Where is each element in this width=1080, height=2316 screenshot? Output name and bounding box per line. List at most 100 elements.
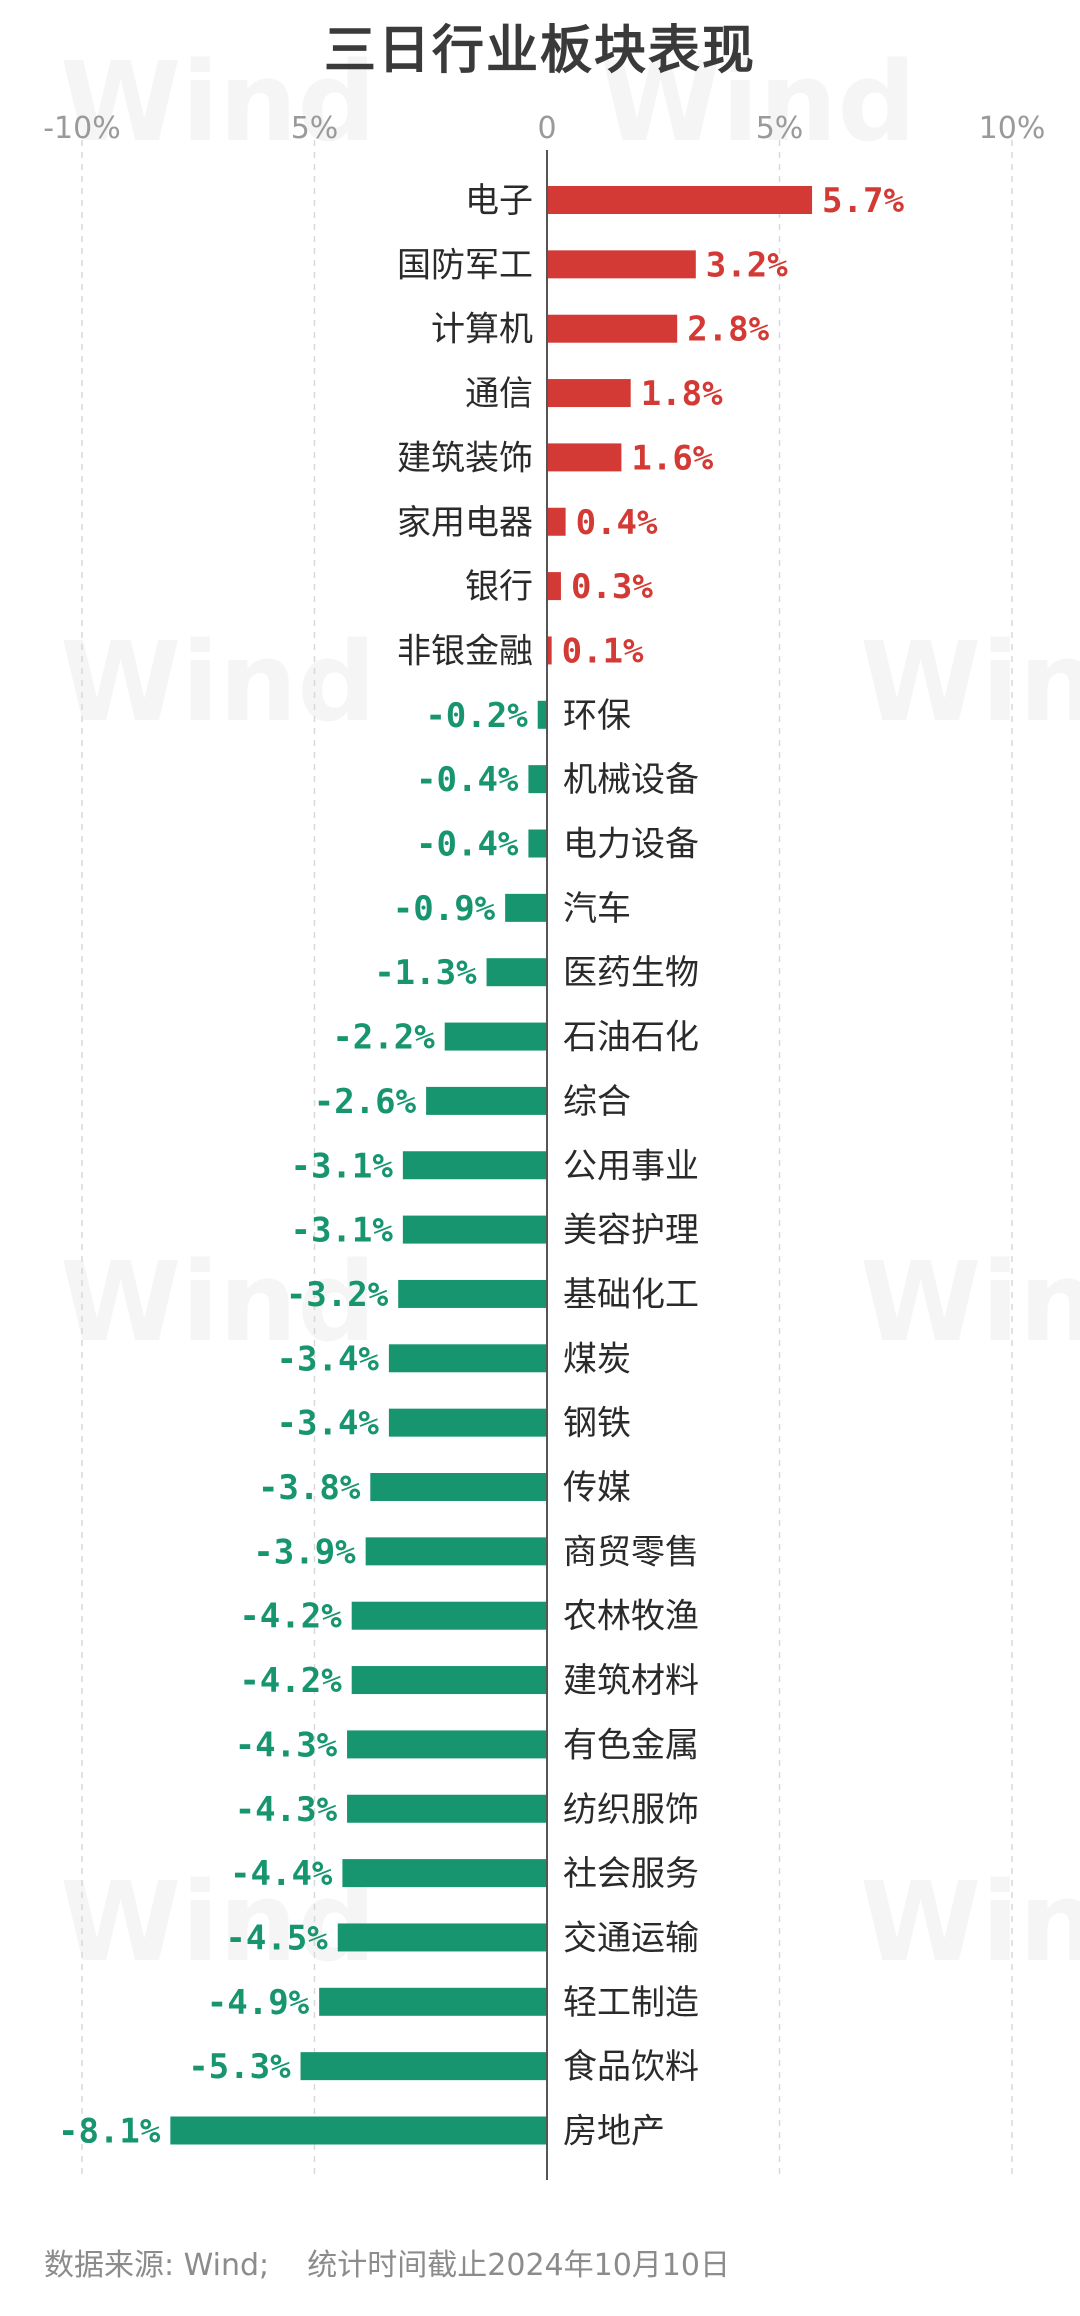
- bar: [547, 379, 631, 408]
- bar: [547, 443, 622, 472]
- bar: [402, 1215, 547, 1244]
- value-label: 0.4%: [576, 503, 658, 543]
- bar: [547, 507, 566, 536]
- x-tick-label: 5%: [291, 111, 339, 146]
- value-label: -4.5%: [225, 1918, 328, 1958]
- category-label: 银行: [465, 567, 533, 607]
- value-label: -3.8%: [258, 1468, 361, 1508]
- watermark-text: Wind: [60, 618, 376, 746]
- value-label: -3.2%: [286, 1275, 389, 1315]
- category-label: 轻工制造: [563, 1983, 699, 2023]
- value-label: 0.1%: [562, 631, 644, 671]
- x-tick-label: 0: [537, 111, 556, 146]
- bar: [402, 1151, 547, 1180]
- value-label: -2.2%: [332, 1018, 435, 1058]
- bar: [547, 636, 552, 665]
- watermark-text: Wind: [860, 1238, 1080, 1366]
- chart-title: 三日行业板块表现: [323, 21, 756, 81]
- category-label: 机械设备: [563, 760, 699, 800]
- category-label: 钢铁: [563, 1404, 631, 1444]
- bar: [528, 829, 547, 858]
- bar: [444, 1022, 547, 1051]
- grid-lines: [81, 140, 1013, 2180]
- value-label: -4.2%: [239, 1661, 342, 1701]
- category-label: 汽车: [563, 889, 631, 929]
- bar: [547, 186, 813, 214]
- category-label: 商贸零售: [563, 1532, 699, 1572]
- bar: [342, 1859, 547, 1888]
- value-label: -3.1%: [290, 1211, 393, 1251]
- category-label: 社会服务: [563, 1854, 699, 1894]
- category-label: 有色金属: [563, 1725, 699, 1765]
- category-label: 基础化工: [563, 1275, 699, 1315]
- category-label: 家用电器: [397, 503, 533, 543]
- bar: [528, 765, 547, 794]
- value-label: -0.4%: [416, 760, 519, 800]
- category-label: 国防军工: [397, 245, 533, 285]
- bar: [547, 250, 696, 279]
- category-label: 煤炭: [563, 1339, 631, 1379]
- bar: [547, 572, 561, 601]
- category-label: 交通运输: [563, 1918, 699, 1958]
- value-label: 2.8%: [687, 310, 769, 350]
- category-label: 食品饮料: [563, 2047, 699, 2087]
- category-label: 石油石化: [563, 1018, 699, 1058]
- bar: [370, 1473, 547, 1501]
- category-label: 纺织服饰: [563, 1790, 699, 1830]
- category-label: 医药生物: [563, 953, 699, 993]
- value-label: -3.4%: [277, 1339, 380, 1379]
- bar: [319, 1987, 547, 2016]
- category-label: 电力设备: [563, 825, 699, 865]
- value-label: 3.2%: [706, 245, 788, 285]
- bar: [351, 1666, 547, 1695]
- bar: [170, 2116, 547, 2145]
- bar: [347, 1794, 547, 1823]
- value-label: 1.8%: [641, 374, 723, 414]
- watermark-text: Wind: [860, 1858, 1080, 1986]
- value-label: 1.6%: [631, 438, 713, 478]
- bar: [505, 893, 547, 922]
- value-label: -4.9%: [207, 1983, 310, 2023]
- value-label: -4.3%: [235, 1725, 338, 1765]
- value-label: -4.3%: [235, 1790, 338, 1830]
- value-label: 0.3%: [571, 567, 653, 607]
- category-label: 公用事业: [563, 1146, 699, 1186]
- bar: [337, 1923, 547, 1952]
- value-label: -0.9%: [393, 889, 496, 929]
- category-label: 房地产: [563, 2112, 665, 2152]
- value-label: 5.7%: [822, 181, 904, 221]
- bar: [351, 1601, 547, 1630]
- category-label: 传媒: [563, 1468, 631, 1508]
- watermark-text: Wind: [860, 618, 1080, 746]
- value-label: -3.1%: [290, 1146, 393, 1186]
- bar: [426, 1086, 547, 1115]
- value-label: -4.4%: [230, 1854, 333, 1894]
- category-label: 农林牧渔: [563, 1597, 699, 1637]
- x-tick-label: 10%: [979, 111, 1046, 146]
- bar: [537, 700, 547, 729]
- value-label: -0.2%: [425, 696, 528, 736]
- x-tick-label: -10%: [43, 111, 121, 146]
- category-label: 电子: [465, 181, 533, 221]
- bar: [547, 314, 678, 343]
- data-source-note: 数据来源: Wind; 统计时间截止2024年10月10日: [44, 2248, 730, 2283]
- category-label: 非银金融: [397, 631, 533, 671]
- category-label: 计算机: [431, 310, 533, 350]
- category-label: 建筑装饰: [397, 438, 533, 478]
- value-label: -3.9%: [253, 1532, 356, 1572]
- value-label: -4.2%: [239, 1597, 342, 1637]
- category-label: 综合: [563, 1082, 631, 1122]
- value-label: -8.1%: [58, 2112, 161, 2152]
- labels-layer: 电子 5.7% 国防军工 3.2% 计算机 2.8% 通信 1.8% 建筑装饰 1.6% 家用电器 0…: [58, 181, 904, 2152]
- category-label: 通信: [465, 374, 533, 414]
- x-tick-label: 5%: [756, 111, 804, 146]
- category-label: 建筑材料: [563, 1661, 699, 1701]
- value-label: -3.4%: [277, 1404, 380, 1444]
- bar: [388, 1344, 547, 1373]
- bar: [486, 958, 547, 987]
- bar: [388, 1408, 547, 1437]
- value-label: -1.3%: [374, 953, 477, 993]
- bar: [398, 1279, 547, 1308]
- value-label: -5.3%: [188, 2047, 291, 2087]
